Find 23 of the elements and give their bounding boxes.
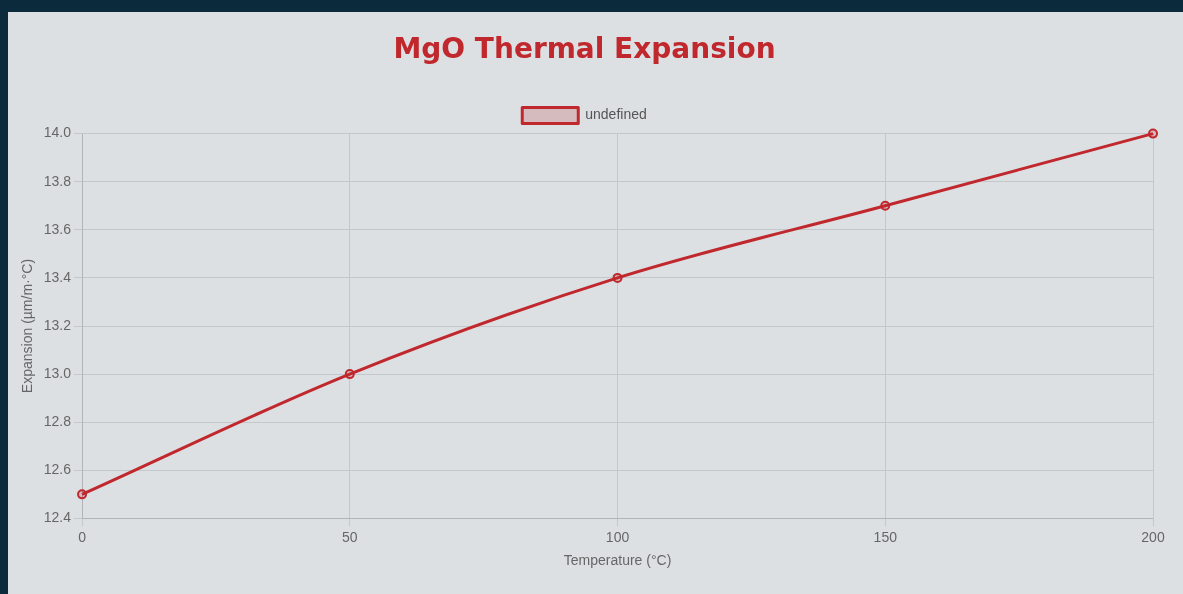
point: [1148, 128, 1158, 139]
point: [880, 200, 891, 211]
y-tick-label: 12.6: [43, 461, 72, 478]
x-tick-label: 0: [78, 528, 87, 545]
x-tick-label: 150: [873, 528, 898, 545]
x-tick-label: 50: [342, 528, 358, 545]
x-axis-title: Temperature (°C): [563, 552, 672, 569]
y-tick-label: 13.2: [43, 316, 72, 333]
y-tick-label: 13.6: [43, 220, 72, 237]
x-tick-label: 200: [1141, 528, 1165, 545]
point: [77, 489, 88, 500]
y-tick-label: 12.4: [43, 509, 72, 526]
point: [612, 272, 623, 283]
chart-title: MgO Thermal Expansion: [393, 32, 776, 66]
y-tick-label: 13.4: [43, 268, 72, 285]
point: [344, 369, 355, 380]
y-tick-label: 12.8: [43, 413, 72, 430]
y-axis-title: Expansion (µm/m·°C): [19, 258, 36, 394]
y-tick-label: 13.0: [43, 364, 72, 381]
y-tick-label: 14.0: [43, 124, 72, 141]
y-tick-label: 13.8: [43, 172, 72, 189]
x-tick-label: 100: [605, 528, 630, 545]
legend-label: undefined: [585, 106, 647, 123]
